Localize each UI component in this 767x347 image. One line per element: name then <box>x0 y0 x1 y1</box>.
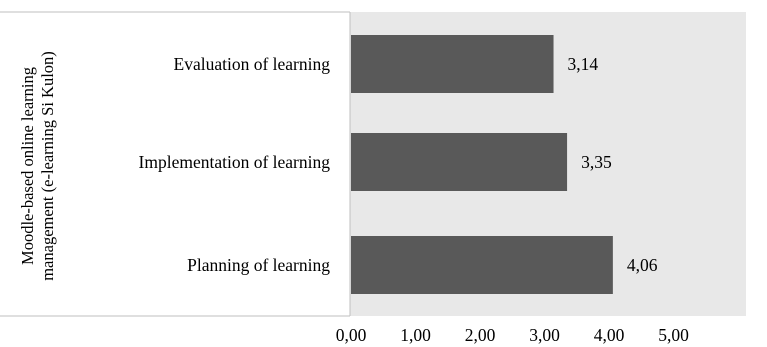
y-axis-title: Moodle-based online learning management … <box>18 51 57 281</box>
x-tick-label: 4,00 <box>594 325 625 345</box>
bars <box>351 35 613 294</box>
x-tick-label: 2,00 <box>465 325 496 345</box>
bar <box>351 133 568 191</box>
category-labels: Evaluation of learning Implementation of … <box>139 54 331 275</box>
x-tick-label: 1,00 <box>400 325 431 345</box>
bar <box>351 35 554 93</box>
data-labels: 3,14 3,35 4,06 <box>568 54 658 275</box>
data-label: 3,35 <box>581 152 612 172</box>
y-axis-title-line-2: management (e-learning Si Kulon) <box>38 51 57 281</box>
category-label: Planning of learning <box>187 255 330 275</box>
x-tick-label: 3,00 <box>529 325 560 345</box>
category-label: Implementation of learning <box>139 152 331 172</box>
x-tick-label: 0,00 <box>336 325 367 345</box>
x-tick-label: 5,00 <box>658 325 689 345</box>
y-axis-title-line-1: Moodle-based online learning <box>18 67 37 265</box>
category-label: Evaluation of learning <box>174 54 331 74</box>
data-label: 3,14 <box>568 54 599 74</box>
x-tick-labels: 0,00 1,00 2,00 3,00 4,00 5,00 <box>336 325 689 345</box>
bar <box>351 236 613 294</box>
data-label: 4,06 <box>627 255 658 275</box>
